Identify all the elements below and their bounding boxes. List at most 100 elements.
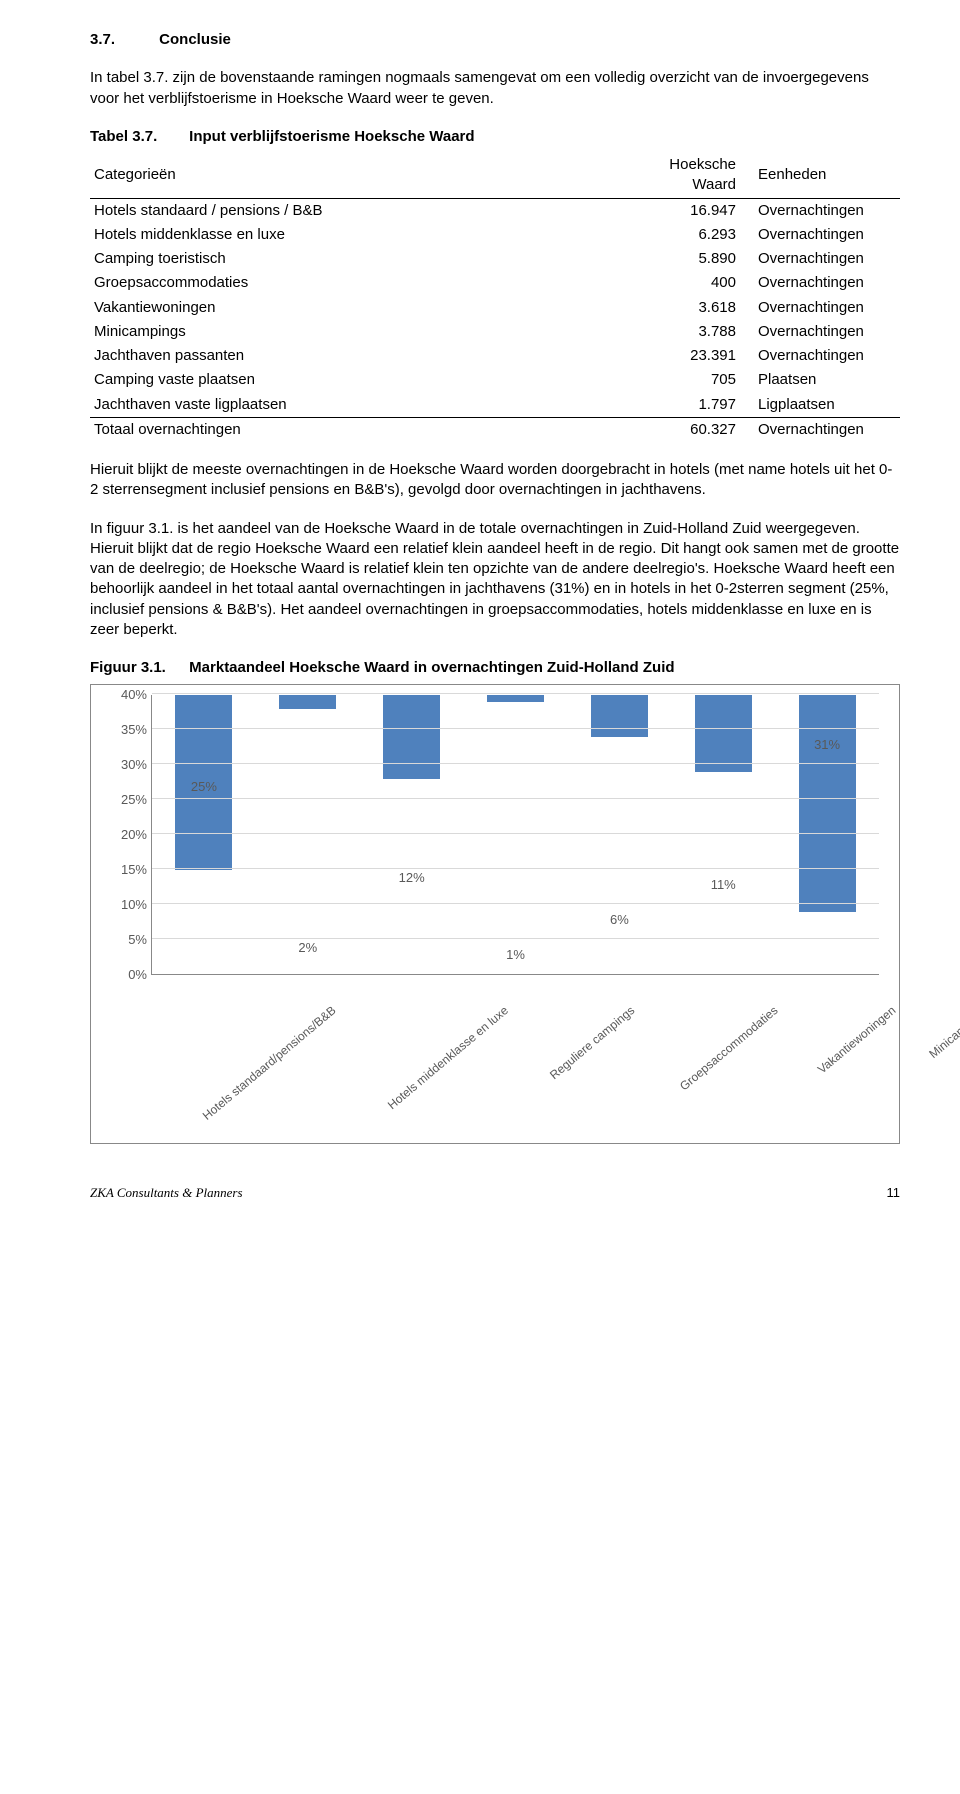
th-unit: Eenheden [740, 153, 900, 198]
cell-category: Hotels middenklasse en luxe [90, 223, 630, 247]
cell-value: 16.947 [630, 198, 740, 223]
cell-value: 3.618 [630, 296, 740, 320]
table-row: Jachthaven passanten23.391Overnachtingen [90, 344, 900, 368]
cell-category: Totaal overnachtingen [90, 417, 630, 442]
bar-slot: 11% [671, 695, 775, 974]
bar-value-label: 11% [671, 876, 775, 894]
table-row: Camping toeristisch5.890Overnachtingen [90, 247, 900, 271]
table-total-row: Totaal overnachtingen60.327Overnachtinge… [90, 417, 900, 442]
cell-unit: Overnachtingen [740, 247, 900, 271]
cell-category: Groepsaccommodaties [90, 271, 630, 295]
bar-slot: 6% [567, 695, 671, 974]
paragraph-2: Hieruit blijkt de meeste overnachtingen … [90, 460, 900, 501]
cell-value: 3.788 [630, 320, 740, 344]
cell-value: 705 [630, 368, 740, 392]
table-row: Hotels standaard / pensions / B&B16.947O… [90, 198, 900, 223]
y-tick-label: 5% [102, 930, 147, 948]
bar [695, 695, 752, 772]
grid-line [152, 868, 879, 869]
section-number: 3.7. [90, 30, 155, 50]
cell-category: Vakantiewoningen [90, 296, 630, 320]
bar [383, 695, 440, 779]
cell-category: Camping toeristisch [90, 247, 630, 271]
cell-unit: Overnachtingen [740, 223, 900, 247]
x-axis-label: Minicampings [922, 985, 960, 1062]
grid-line [152, 763, 879, 764]
bar [591, 695, 648, 737]
cell-value: 1.797 [630, 393, 740, 418]
grid-line [152, 728, 879, 729]
cell-category: Hotels standaard / pensions / B&B [90, 198, 630, 223]
cell-value: 6.293 [630, 223, 740, 247]
bar-value-label: 12% [360, 869, 464, 887]
grid-line [152, 903, 879, 904]
plot-area: 25%2%12%1%6%11%31% 0%5%10%15%20%25%30%35… [151, 695, 879, 975]
table-row: Camping vaste plaatsen705Plaatsen [90, 368, 900, 392]
bar-slot: 12% [360, 695, 464, 974]
cell-category: Minicampings [90, 320, 630, 344]
cell-unit: Ligplaatsen [740, 393, 900, 418]
grid-line [152, 938, 879, 939]
y-tick-label: 15% [102, 860, 147, 878]
y-tick-label: 20% [102, 825, 147, 843]
cell-value: 400 [630, 271, 740, 295]
y-tick-label: 35% [102, 720, 147, 738]
bar [279, 695, 336, 709]
bar-slot: 31% [775, 695, 879, 974]
th-category: Categorieën [90, 153, 630, 198]
x-axis-label: Groepsaccommodaties [673, 985, 797, 1094]
footer-left: ZKA Consultants & Planners [90, 1184, 243, 1202]
data-table: Categorieën Hoeksche Waard Eenheden Hote… [90, 153, 900, 442]
cell-category: Camping vaste plaatsen [90, 368, 630, 392]
table-row: Groepsaccommodaties400Overnachtingen [90, 271, 900, 295]
bar-value-label: 6% [567, 911, 671, 929]
bar-value-label: 25% [152, 778, 256, 796]
bar [487, 695, 544, 702]
y-tick-label: 10% [102, 895, 147, 913]
bar-slot: 25% [152, 695, 256, 974]
bar-value-label: 2% [256, 939, 360, 957]
x-axis-label: Vakantiewoningen [810, 985, 914, 1077]
page-footer: ZKA Consultants & Planners 11 [90, 1184, 900, 1202]
intro-paragraph: In tabel 3.7. zijn de bovenstaande ramin… [90, 68, 900, 109]
grid-line [152, 833, 879, 834]
bar-slot: 1% [464, 695, 568, 974]
footer-page-number: 11 [887, 1184, 901, 1202]
x-axis-label: Reguliere campings [543, 985, 654, 1083]
section-heading: 3.7. Conclusie [90, 30, 900, 50]
table-number: Tabel 3.7. [90, 127, 185, 147]
x-axis-label: Hotels middenklasse en luxe [381, 985, 528, 1113]
cell-category: Jachthaven passanten [90, 344, 630, 368]
section-title: Conclusie [159, 31, 231, 48]
cell-value: 23.391 [630, 344, 740, 368]
figure-title: Figuur 3.1. Marktaandeel Hoeksche Waard … [90, 658, 900, 678]
bar-slot: 2% [256, 695, 360, 974]
figure-number: Figuur 3.1. [90, 658, 185, 678]
grid-line [152, 798, 879, 799]
paragraph-3: In figuur 3.1. is het aandeel van de Hoe… [90, 519, 900, 641]
y-tick-label: 25% [102, 790, 147, 808]
grid-line [152, 693, 879, 694]
table-row: Hotels middenklasse en luxe6.293Overnach… [90, 223, 900, 247]
table-title-text: Input verblijfstoerisme Hoeksche Waard [189, 128, 474, 145]
cell-value: 5.890 [630, 247, 740, 271]
cell-unit: Overnachtingen [740, 198, 900, 223]
cell-value: 60.327 [630, 417, 740, 442]
bars-container: 25% 2% 12% 1% 6%11% 31% [152, 695, 879, 974]
bar-value-label: 1% [464, 946, 568, 964]
figure-title-text: Marktaandeel Hoeksche Waard in overnacht… [189, 659, 674, 676]
bar-chart: 25% 2% 12% 1% 6%11% 31% 0% 5% 10% 15% 20% 25% 30% 35… [90, 684, 900, 1144]
bar-value-label: 31% [775, 736, 879, 754]
y-tick-label: 30% [102, 755, 147, 773]
cell-category: Jachthaven vaste ligplaatsen [90, 393, 630, 418]
x-axis-labels: Hotels standaard/pensions/B&BHotels midd… [151, 985, 879, 1007]
table-row: Jachthaven vaste ligplaatsen1.797Ligplaa… [90, 393, 900, 418]
table-title: Tabel 3.7. Input verblijfstoerisme Hoeks… [90, 127, 900, 147]
x-axis-label: Hotels standaard/pensions/B&B [195, 985, 354, 1124]
cell-unit: Overnachtingen [740, 271, 900, 295]
cell-unit: Overnachtingen [740, 320, 900, 344]
y-tick-label: 40% [102, 685, 147, 703]
y-tick-label: 0% [102, 965, 147, 983]
cell-unit: Overnachtingen [740, 296, 900, 320]
cell-unit: Overnachtingen [740, 417, 900, 442]
